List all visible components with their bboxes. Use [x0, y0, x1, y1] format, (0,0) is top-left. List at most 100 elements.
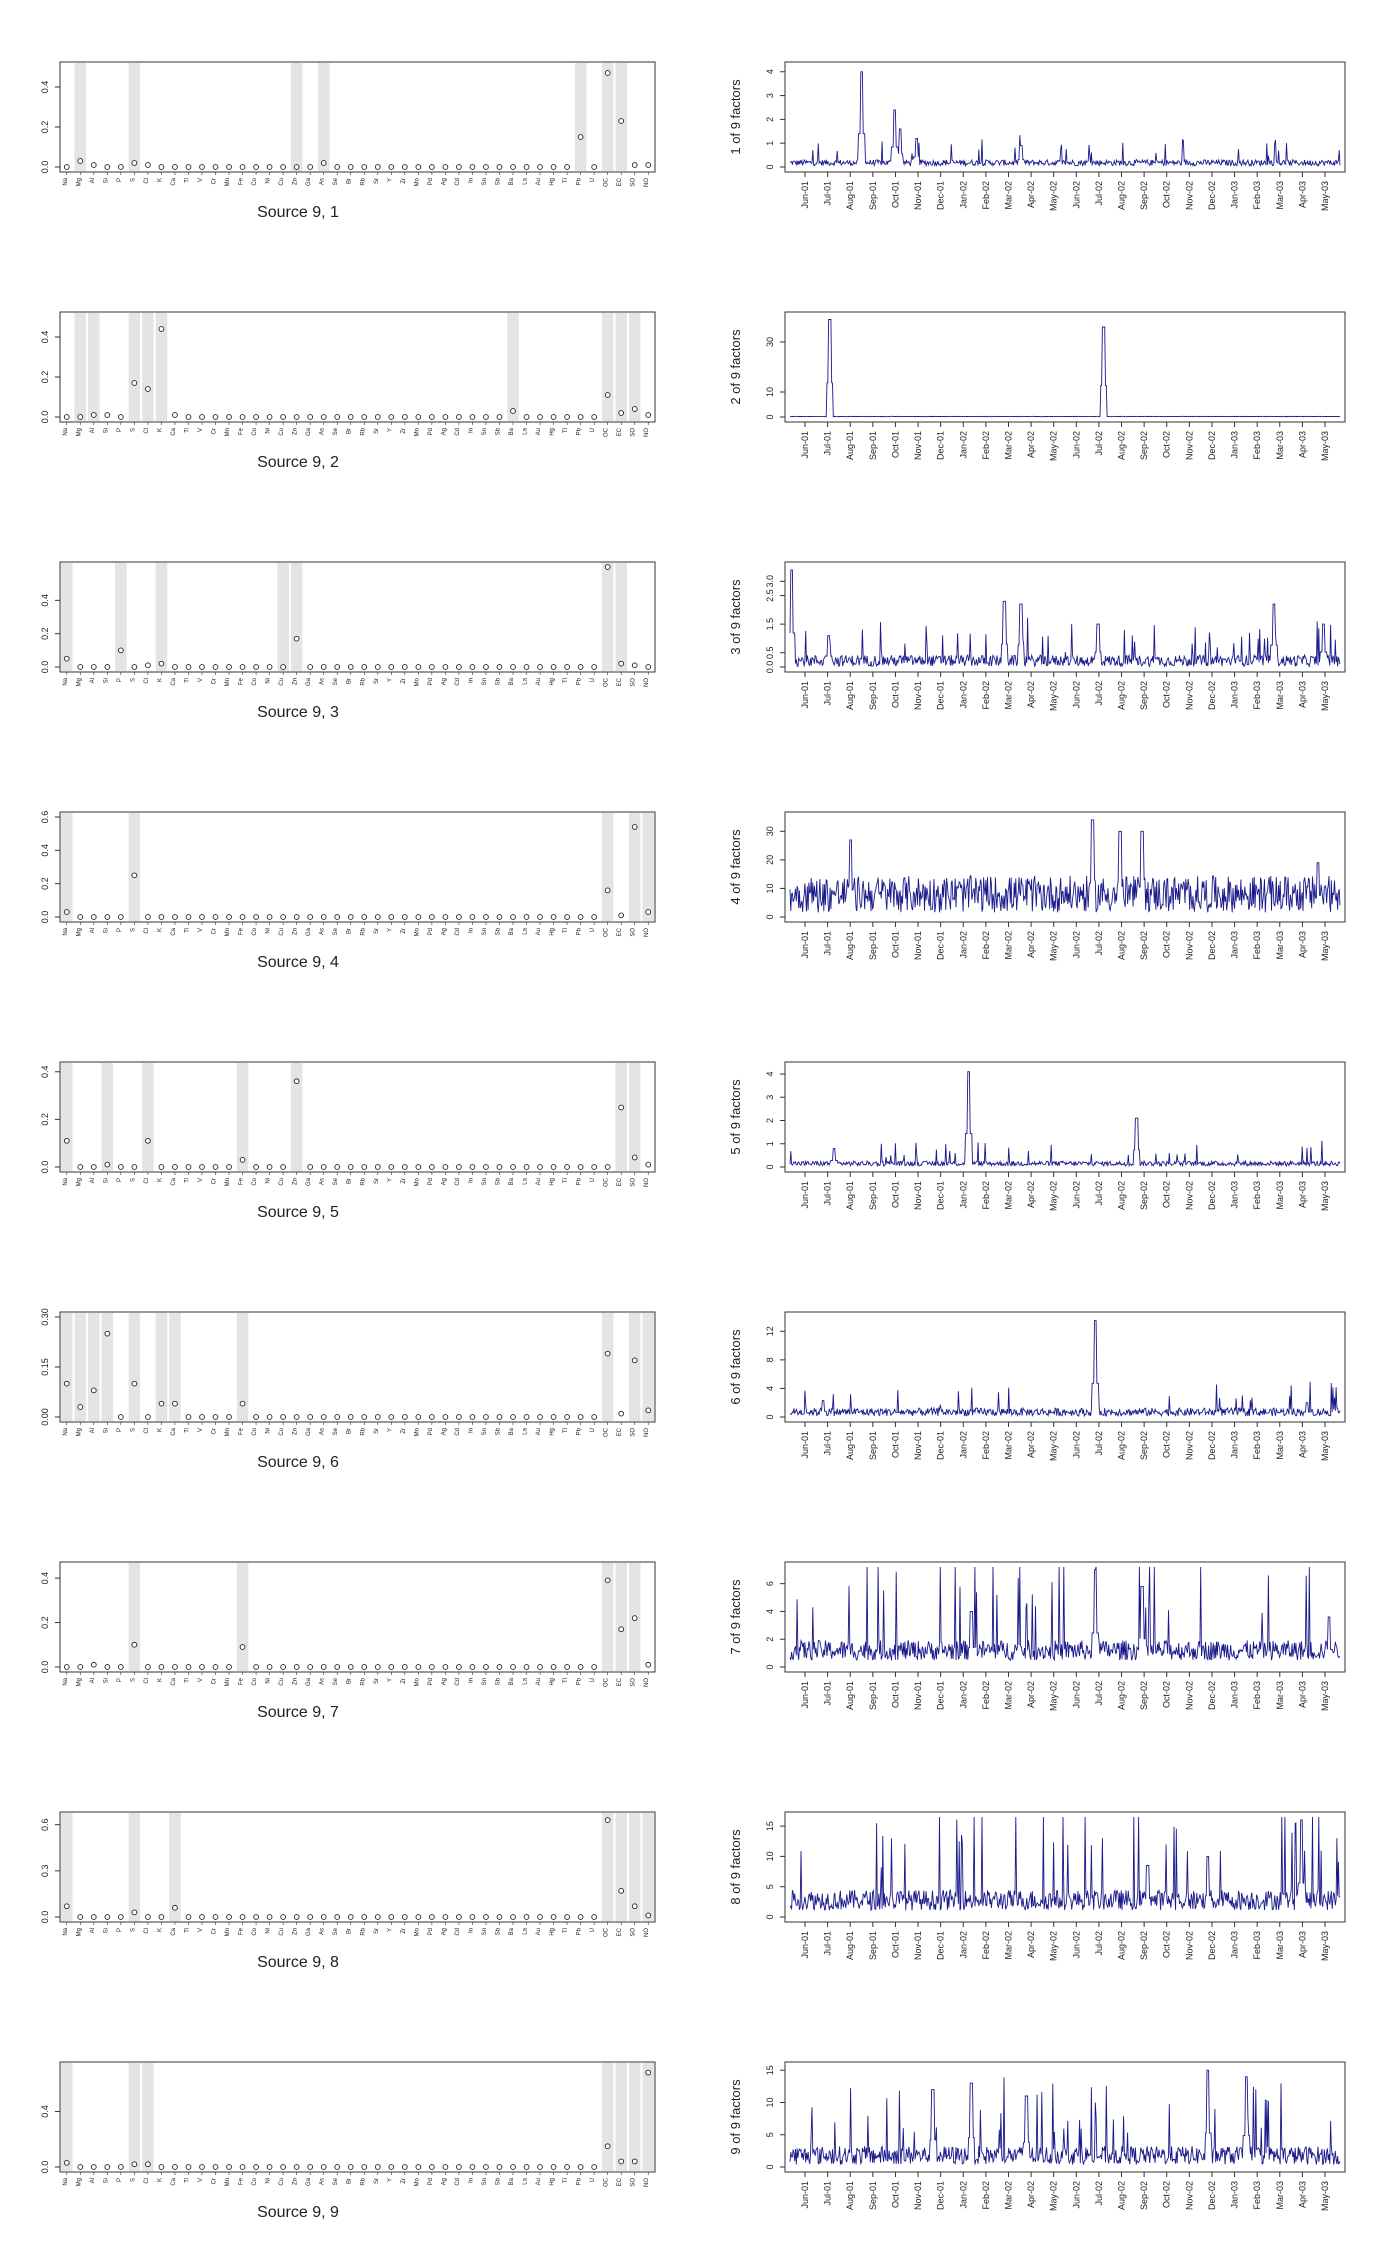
profile-point — [523, 1664, 530, 1670]
x-tick-label: Co — [252, 427, 258, 435]
plot-frame — [784, 1311, 1346, 1423]
x-tick-label: V — [198, 428, 204, 432]
profile-point — [158, 2164, 165, 2170]
profile-point — [158, 660, 165, 667]
profile-point — [239, 1157, 246, 1163]
profile-point — [334, 414, 341, 420]
x-tick-label: Cr — [212, 1928, 218, 1934]
x-tick-label: Rb — [360, 677, 366, 685]
highlight-band — [628, 1813, 641, 1921]
y-tick-label: 6 — [765, 1581, 775, 1586]
x-tick-label: Sn — [482, 2178, 488, 2185]
profile-point — [90, 914, 97, 920]
profile-point — [469, 1914, 476, 1920]
highlight-band — [61, 813, 73, 921]
x-tick-label: Aug-02 — [1117, 431, 1127, 460]
profile-point — [456, 414, 462, 420]
profile-point — [483, 2164, 489, 2170]
x-tick-label: Dec-02 — [1207, 181, 1217, 210]
x-tick-label: Ti — [184, 1678, 190, 1683]
profile-point — [212, 1414, 219, 1420]
profile-point — [415, 1414, 422, 1420]
x-tick-label: Sep-02 — [1139, 681, 1149, 710]
profile-point — [185, 164, 192, 170]
y-tick-label: 0 — [765, 164, 775, 169]
x-tick-label: OC — [604, 1177, 610, 1187]
profile-point — [645, 909, 652, 915]
x-tick-label: Ag — [441, 678, 447, 685]
x-tick-label: Au — [536, 178, 542, 185]
x-tick-label: Dec-02 — [1207, 1181, 1217, 1210]
y-tick-label: 0 — [765, 1414, 775, 1419]
profile-point — [510, 914, 516, 920]
x-tick-label: Nov-01 — [913, 1681, 923, 1710]
profile-point — [564, 414, 570, 420]
profile-point — [361, 914, 368, 920]
profile-point — [388, 1164, 395, 1170]
profile-point — [199, 1164, 205, 1170]
x-tick-label: Au — [536, 428, 542, 435]
x-tick-label: Sn — [482, 678, 488, 685]
profile-point — [212, 414, 219, 420]
profile-point — [212, 914, 219, 920]
x-tick-label: Br — [347, 1928, 353, 1934]
x-tick-label: Tl — [563, 178, 569, 183]
highlight-band — [74, 63, 87, 171]
x-tick-label: May-03 — [1320, 181, 1330, 211]
x-tick-label: Ba — [509, 1427, 515, 1435]
x-tick-label: EC — [617, 2177, 623, 2186]
profile-point — [564, 914, 570, 920]
profile-point — [591, 414, 597, 420]
profile-point — [239, 164, 246, 170]
factor-series-line — [789, 2069, 1341, 2166]
x-tick-label: Zr — [401, 678, 407, 684]
x-tick-label: Nov-02 — [1184, 1181, 1194, 1210]
profile-point — [564, 1164, 570, 1170]
profile-point — [469, 914, 476, 920]
x-tick-label: Si — [103, 1928, 109, 1933]
x-tick-label: EC — [617, 427, 623, 436]
profile-panel-3: 0.0 0.2 0.4 Na Mg Al Si P S Cl K Ca Ti V Cr Mn Fe Co Ni Cu Z… — [40, 561, 656, 721]
x-tick-label: As — [320, 178, 326, 185]
y-tick-label: 3 — [765, 1095, 775, 1100]
profile-point — [645, 162, 652, 168]
profile-point — [347, 914, 354, 920]
profile-point — [293, 414, 300, 420]
profile-point — [347, 1664, 354, 1670]
factor-series-line — [789, 1566, 1341, 1662]
y-tick-label: 0.2 — [40, 877, 50, 890]
x-tick-label: May-03 — [1320, 1681, 1330, 1711]
highlight-band — [290, 563, 303, 671]
profile-point — [456, 1914, 462, 1920]
profile-point — [185, 414, 192, 420]
highlight-band — [169, 1313, 181, 1421]
x-tick-label: Cd — [455, 428, 461, 436]
y-tick-label: 0.0 — [40, 1161, 50, 1174]
x-tick-label: Jun-01 — [800, 431, 810, 459]
x-tick-label: Mar-02 — [1003, 1181, 1013, 1210]
x-tick-label: Sep-02 — [1139, 1681, 1149, 1710]
profile-point — [320, 2164, 327, 2170]
x-tick-label: NO — [644, 1678, 650, 1687]
x-tick-label: Feb-03 — [1252, 1431, 1262, 1460]
x-tick-label: Sb — [495, 427, 501, 435]
profile-point — [550, 414, 557, 420]
x-tick-label: Cu — [279, 1178, 285, 1186]
x-tick-label: S — [130, 678, 136, 682]
profile-point — [77, 664, 84, 670]
x-tick-label: Cr — [212, 928, 218, 934]
profile-point — [293, 1078, 300, 1085]
x-tick-label: Jul-01 — [823, 931, 833, 956]
plot-frame — [59, 1561, 656, 1673]
x-tick-label: Se — [333, 1677, 339, 1685]
x-tick-label: Ga — [306, 1177, 312, 1186]
profile-point — [401, 414, 408, 420]
profile-point — [199, 2164, 205, 2170]
x-tick-label: Sn — [482, 1678, 488, 1685]
x-tick-label: Pb — [577, 2177, 583, 2185]
x-tick-label: Cd — [455, 1428, 461, 1436]
x-tick-label: Cr — [212, 2178, 218, 2184]
profile-point — [158, 164, 165, 170]
x-tick-label: Feb-03 — [1252, 1931, 1262, 1960]
x-tick-label: Ni — [266, 1178, 272, 1184]
